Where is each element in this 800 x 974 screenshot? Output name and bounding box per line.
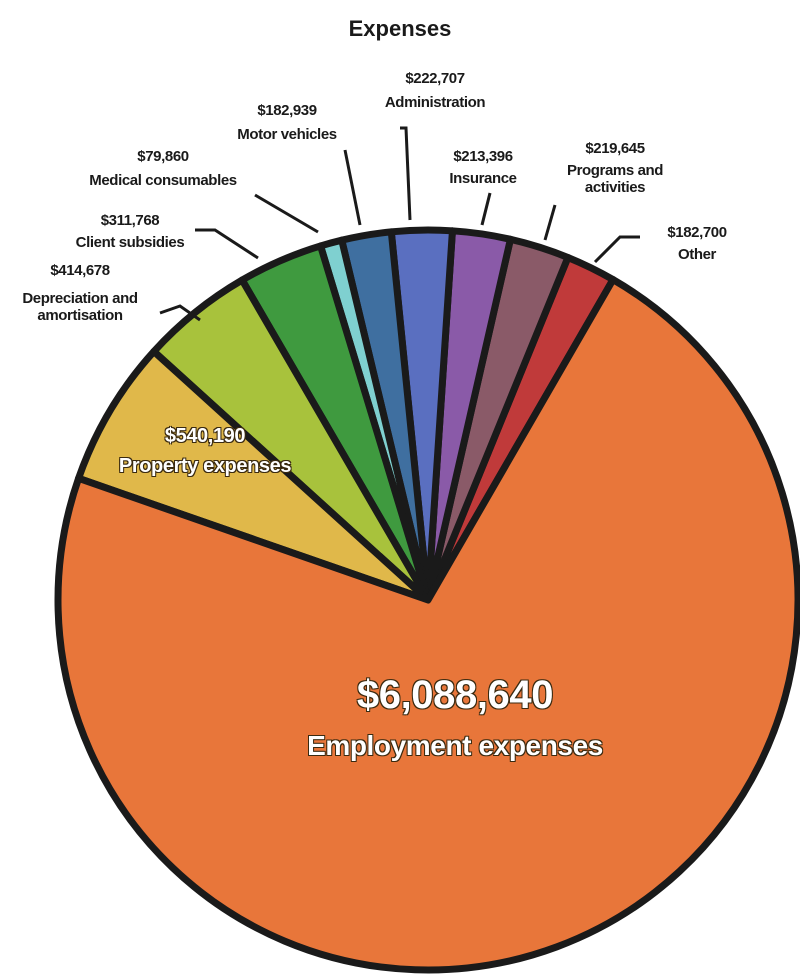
value-label: $311,768 bbox=[100, 212, 160, 229]
value-label: $182,939 bbox=[257, 102, 317, 119]
category-label: Client subsidies bbox=[75, 234, 185, 251]
value-label: $540,190 bbox=[164, 425, 246, 448]
value-label: $182,700 bbox=[667, 224, 727, 241]
leader-line bbox=[593, 235, 640, 264]
category-label: Other bbox=[677, 246, 716, 263]
category-label: Employment expenses bbox=[307, 729, 604, 761]
value-label: $79,860 bbox=[137, 148, 189, 165]
category-label: Property expenses bbox=[118, 455, 292, 478]
leader-lines bbox=[159, 126, 640, 322]
value-label: $219,645 bbox=[585, 140, 645, 157]
leader-line bbox=[195, 228, 259, 260]
category-label: Programs and activities bbox=[566, 162, 664, 197]
category-label: Insurance bbox=[449, 170, 517, 187]
leader-line bbox=[343, 149, 362, 226]
leader-line bbox=[543, 204, 557, 241]
leader-line bbox=[400, 126, 412, 221]
category-label: Depreciation and amortisation bbox=[22, 290, 138, 325]
category-label: Motor vehicles bbox=[237, 126, 337, 143]
category-label: Administration bbox=[384, 94, 486, 111]
chart-title: Expenses bbox=[348, 16, 452, 41]
value-label: $213,396 bbox=[453, 148, 513, 165]
value-label: $222,707 bbox=[405, 70, 465, 87]
pie-slice bbox=[75, 347, 432, 604]
value-label: $6,088,640 bbox=[356, 673, 554, 718]
pie-slice bbox=[54, 276, 800, 974]
category-label: Medical consumables bbox=[89, 172, 237, 189]
leader-line bbox=[159, 304, 201, 322]
leader-line bbox=[480, 192, 492, 226]
leader-line bbox=[254, 193, 319, 234]
value-label: $414,678 bbox=[50, 262, 110, 279]
